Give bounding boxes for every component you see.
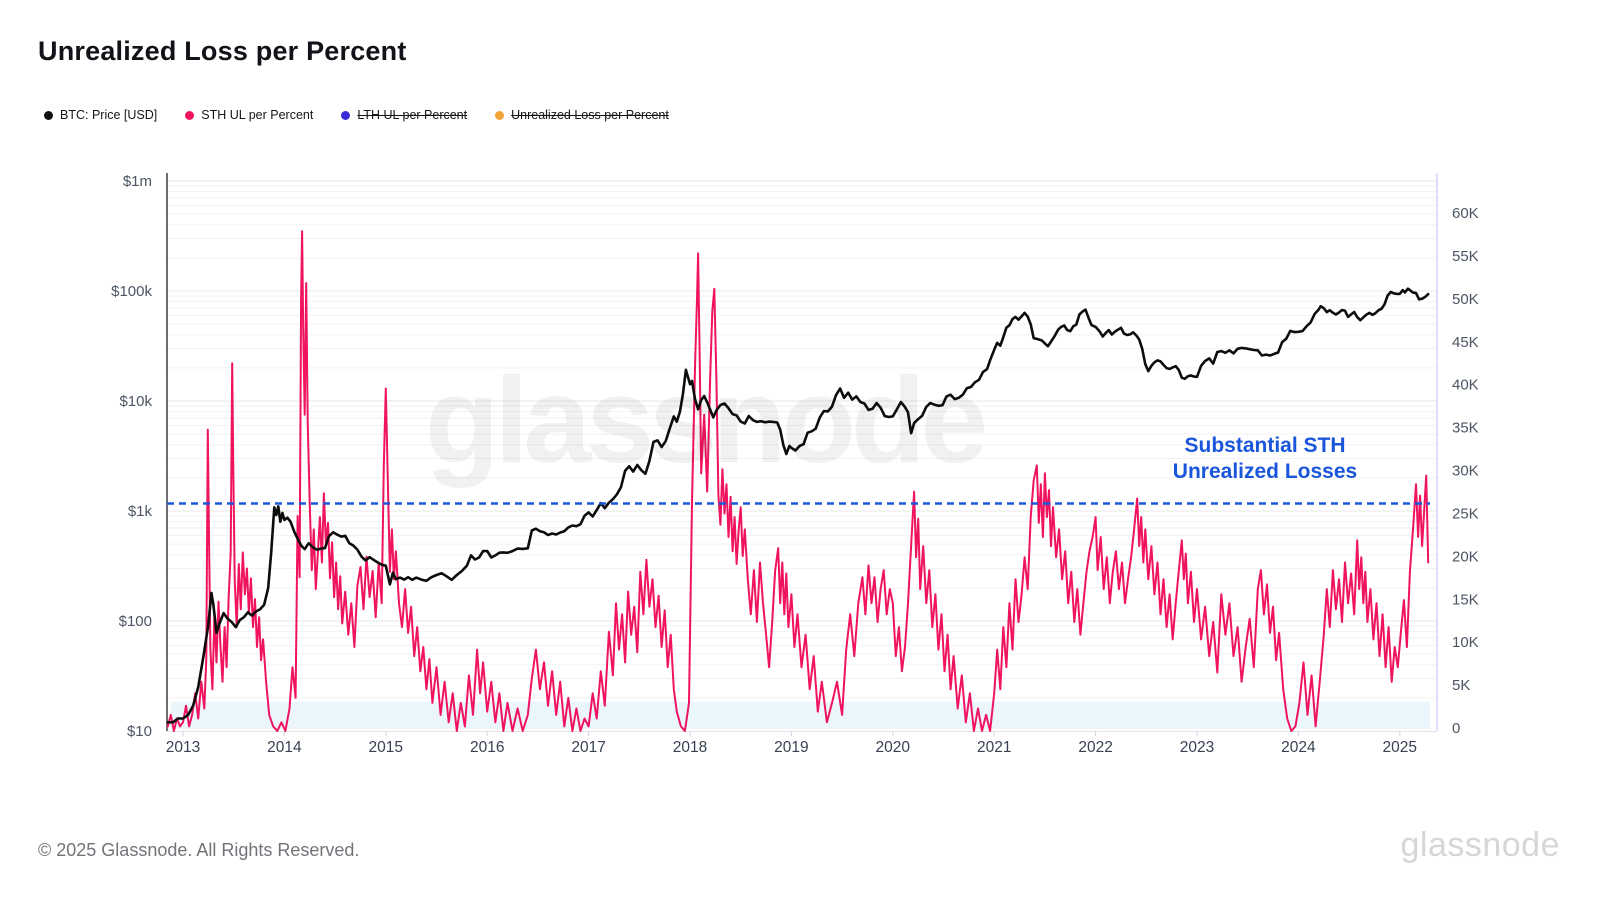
y-left-label[interactable]: $100k [111, 283, 152, 300]
y-right-label[interactable]: 50K [1452, 291, 1479, 308]
y-left-label[interactable]: $1m [123, 173, 152, 190]
legend-item-2[interactable]: LTH UL per Percent [341, 108, 467, 122]
y-right-label[interactable]: 0 [1452, 720, 1460, 737]
x-axis-label[interactable]: 2013 [166, 739, 200, 756]
floor-glow-band [170, 702, 1430, 729]
x-axis-label[interactable]: 2025 [1383, 739, 1417, 756]
legend-dot-icon [341, 110, 351, 120]
x-axis-label[interactable]: 2023 [1180, 739, 1214, 756]
y-right-label[interactable]: 35K [1452, 420, 1479, 437]
x-axis-label[interactable]: 2014 [267, 739, 302, 756]
y-right-label[interactable]: 40K [1452, 377, 1479, 394]
x-axis-label[interactable]: 2019 [774, 739, 808, 756]
series-sth-ul[interactable] [166, 230, 1430, 732]
x-axis-label[interactable]: 2022 [1078, 739, 1112, 756]
y-left-label[interactable]: $1k [128, 503, 153, 520]
y-right-label[interactable]: 55K [1452, 248, 1479, 265]
y-right-label[interactable]: 25K [1452, 505, 1479, 522]
annotation-line-2: Unrealized Losses [1172, 460, 1358, 483]
x-axis-label[interactable]: 2024 [1281, 739, 1316, 756]
legend-item-label: LTH UL per Percent [357, 108, 468, 122]
legend-item-label: BTC: Price [USD] [60, 108, 158, 122]
legend-item-label: Unrealized Loss per Percent [511, 108, 669, 122]
legend-item-3[interactable]: Unrealized Loss per Percent [495, 108, 669, 122]
legend-item-1[interactable]: STH UL per Percent [185, 108, 313, 122]
y-right-label[interactable]: 10K [1452, 634, 1479, 651]
chart-annotation: Substantial STH Unrealized Losses [1148, 433, 1382, 485]
y-left-label[interactable]: $100 [119, 613, 152, 630]
legend-dot-icon [495, 110, 505, 120]
page-title: Unrealized Loss per Percent [38, 36, 407, 66]
x-axis-label[interactable]: 2020 [876, 739, 911, 756]
legend-dot-icon [44, 110, 53, 120]
glassnode-watermark: glassnode [425, 352, 988, 488]
x-axis-label[interactable]: 2021 [977, 739, 1011, 756]
y-right-label[interactable]: 60K [1452, 205, 1479, 222]
y-left-label[interactable]: $10 [127, 723, 152, 740]
legend-item-label: STH UL per Percent [201, 108, 314, 122]
x-axis-label[interactable]: 2017 [571, 739, 605, 756]
legend-item-0[interactable]: BTC: Price [USD] [44, 108, 157, 122]
annotation-line-1: Substantial STH [1184, 434, 1346, 457]
y-right-label[interactable]: 45K [1452, 334, 1479, 351]
x-axis-label[interactable]: 2016 [470, 739, 504, 756]
y-right-label[interactable]: 30K [1452, 463, 1479, 480]
glassnode-logo: glassnode [1400, 826, 1560, 864]
copyright-text: © 2025 Glassnode. All Rights Reserved. [38, 840, 360, 860]
x-axis-label[interactable]: 2015 [369, 739, 403, 756]
chart-legend: BTC: Price [USD] STH UL per Percent LTH UL… [44, 108, 669, 122]
series-btc-price[interactable] [166, 287, 1430, 724]
y-right-label[interactable]: 20K [1452, 548, 1479, 565]
legend-dot-icon [185, 110, 195, 120]
y-right-label[interactable]: 5K [1452, 677, 1470, 694]
y-right-label[interactable]: 15K [1452, 591, 1479, 608]
x-axis-label[interactable]: 2018 [673, 739, 707, 756]
y-left-label[interactable]: $10k [119, 393, 152, 410]
